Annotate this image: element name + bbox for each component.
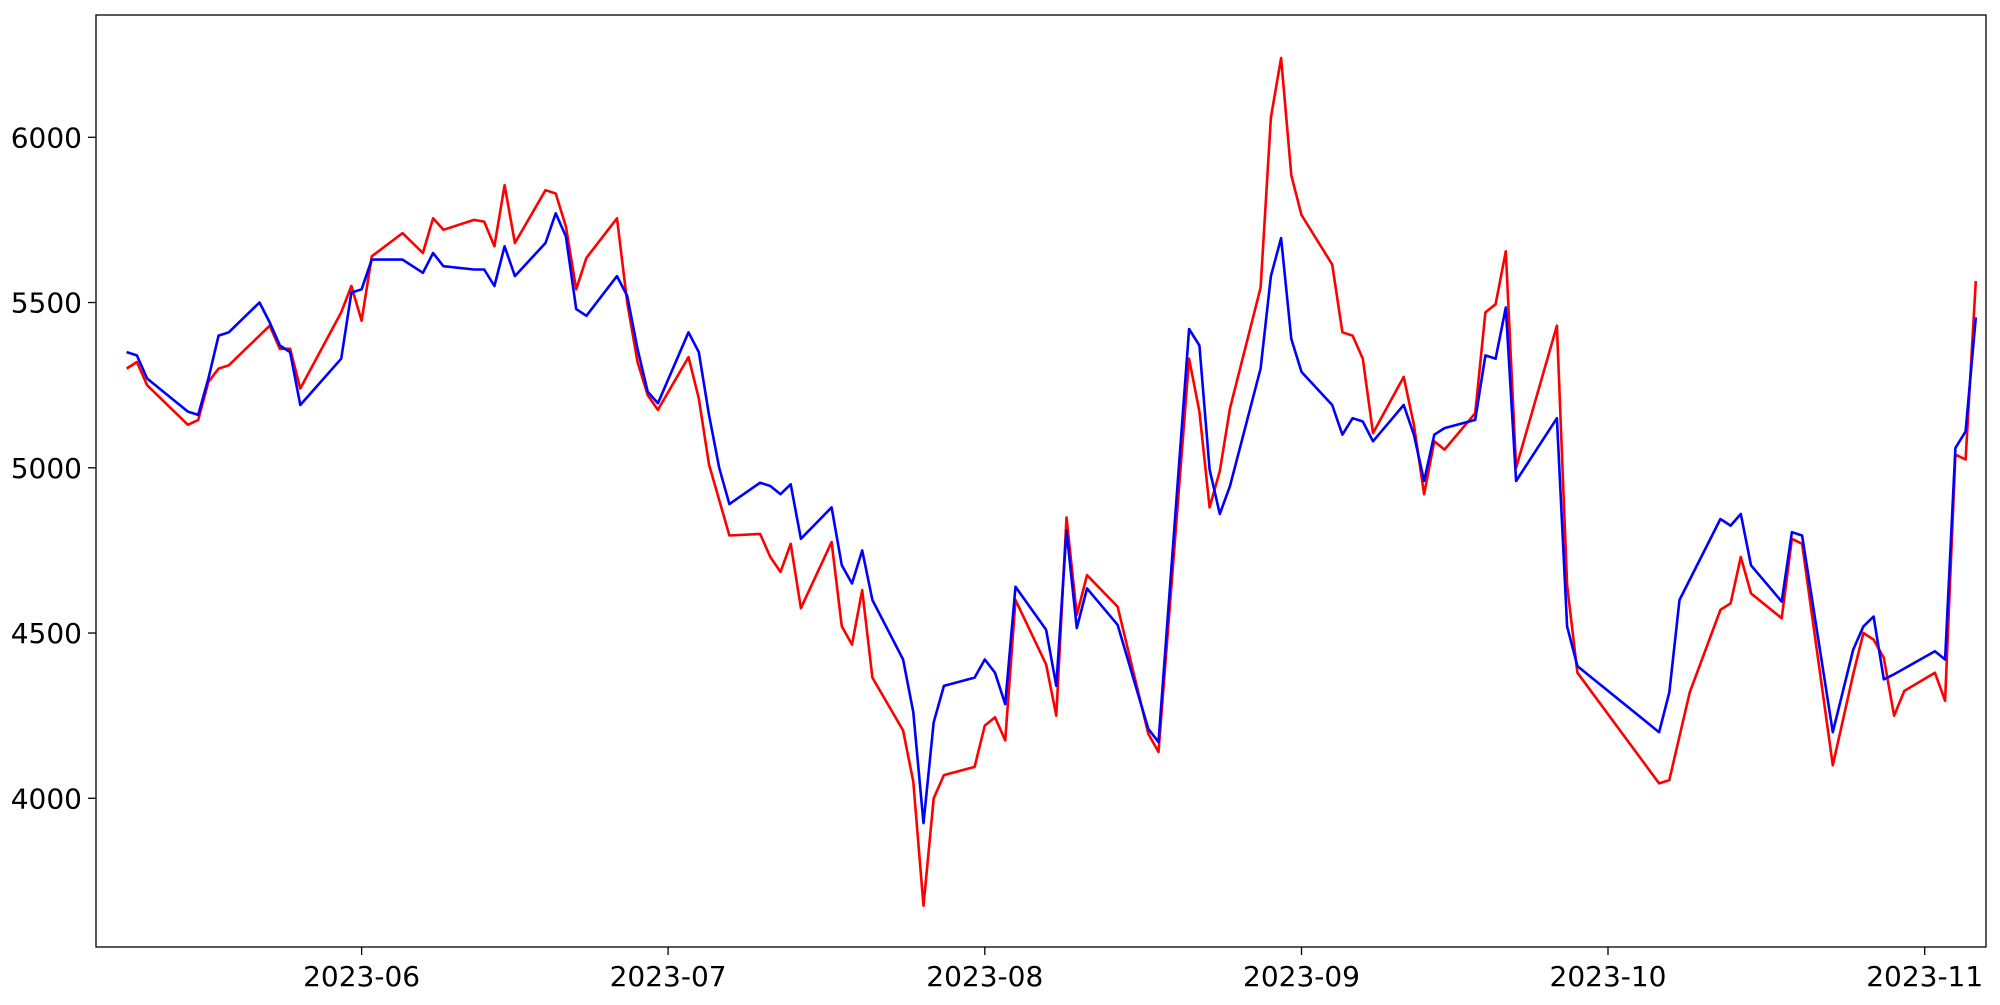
series-layer (125, 56, 1978, 907)
x-tick-label: 2023-06 (303, 960, 420, 993)
y-tick-label: 5000 (11, 452, 82, 485)
series-line-2 (126, 212, 1978, 825)
x-tick-label: 2023-09 (1243, 960, 1360, 993)
x-tick-label: 2023-08 (926, 960, 1043, 993)
series-line-1 (125, 56, 1978, 907)
axes-layer: 4000 4500 5000 5500 6000 2023-06 2023-07 2023-0… (11, 14, 1987, 993)
x-tick-label: 2023-11 (1866, 960, 1983, 993)
plot-frame (95, 14, 1987, 948)
x-tick-label: 2023-10 (1550, 960, 1667, 993)
y-tick-label: 4000 (11, 782, 82, 815)
x-tick-label: 2023-07 (610, 960, 727, 993)
y-tick-label: 5500 (11, 287, 82, 320)
y-tick-label: 6000 (11, 121, 82, 154)
y-tick-label: 4500 (11, 617, 82, 650)
